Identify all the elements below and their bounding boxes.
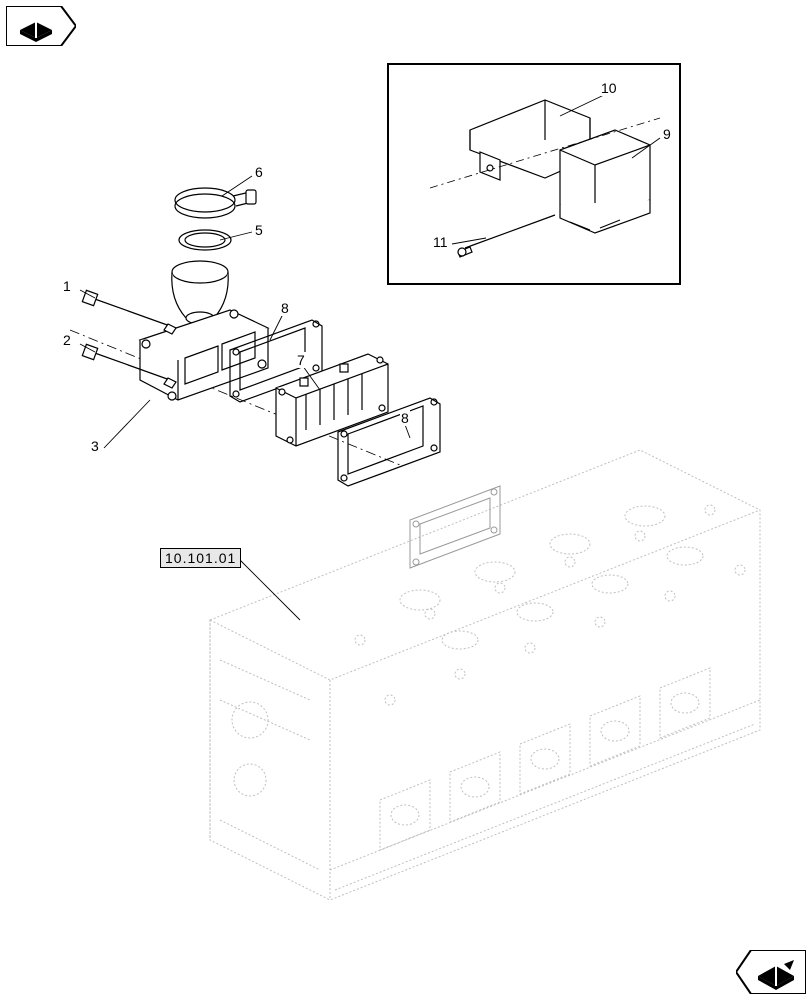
prev-page-icon[interactable] xyxy=(6,6,76,46)
next-page-icon[interactable] xyxy=(736,950,806,990)
inset-group xyxy=(388,64,680,284)
callout-5: 5 xyxy=(254,222,264,238)
xref-label: 10.101.01 xyxy=(160,548,241,568)
parts-illustration xyxy=(0,0,812,1000)
callout-6: 6 xyxy=(254,164,264,180)
callout-10: 10 xyxy=(600,80,618,96)
callout-3: 3 xyxy=(90,438,100,454)
callout-8a: 8 xyxy=(280,300,290,316)
callout-8b: 8 xyxy=(400,410,410,426)
diagram-canvas: 1 2 3 5 6 7 8 8 9 10 11 10.101.01 xyxy=(0,0,812,1000)
callout-1: 1 xyxy=(62,278,72,294)
callout-7: 7 xyxy=(296,352,306,368)
callout-11: 11 xyxy=(432,234,449,250)
callout-2: 2 xyxy=(62,332,72,348)
callout-9: 9 xyxy=(662,126,672,142)
